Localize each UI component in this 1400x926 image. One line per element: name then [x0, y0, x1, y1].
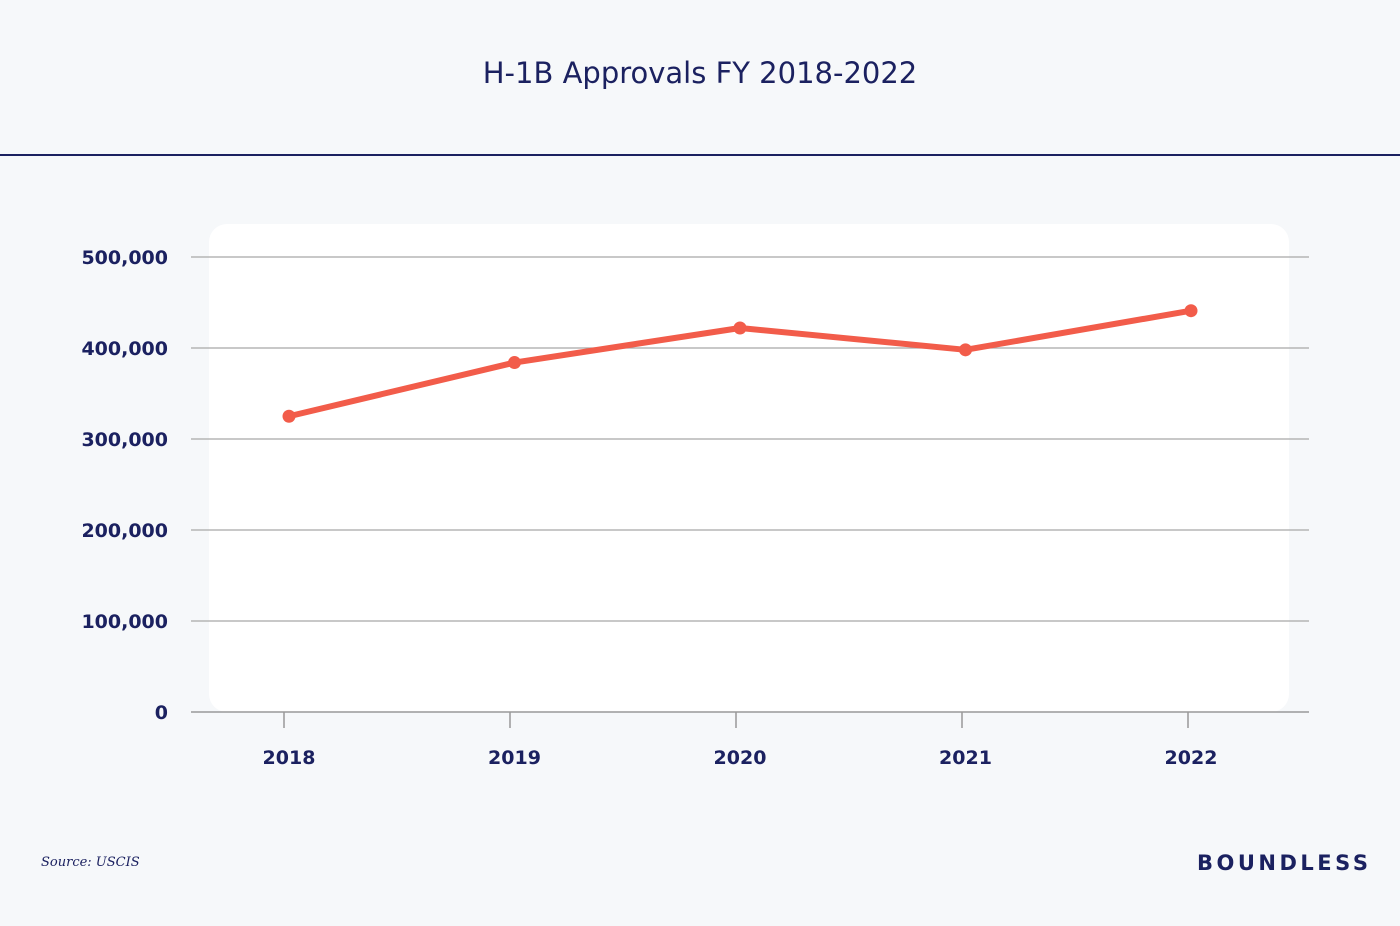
- y-tick-label: 200,000: [81, 520, 168, 542]
- data-point: [959, 343, 972, 357]
- y-tick-label: 100,000: [81, 611, 168, 633]
- y-tick-label: 500,000: [81, 247, 168, 269]
- x-tick-label: 2019: [488, 747, 541, 769]
- data-point: [508, 356, 521, 370]
- y-tick-label: 0: [155, 702, 168, 724]
- y-tick-label: 300,000: [81, 429, 168, 451]
- data-point: [733, 321, 747, 335]
- x-tick-label: 2022: [1165, 747, 1218, 769]
- source-note: Source: USCIS: [41, 855, 140, 870]
- y-tick-label: 400,000: [81, 338, 168, 360]
- data-point: [1184, 304, 1198, 318]
- boundless-logo: BOUNDLESS: [1197, 851, 1372, 875]
- data-point: [282, 409, 296, 423]
- x-tick-label: 2018: [263, 747, 316, 769]
- x-tick-label: 2021: [939, 747, 992, 769]
- plot-panel: [209, 224, 1289, 712]
- chart-title: H-1B Approvals FY 2018-2022: [482, 56, 918, 90]
- x-tick-label: 2020: [714, 747, 767, 769]
- title-divider: [0, 154, 1400, 156]
